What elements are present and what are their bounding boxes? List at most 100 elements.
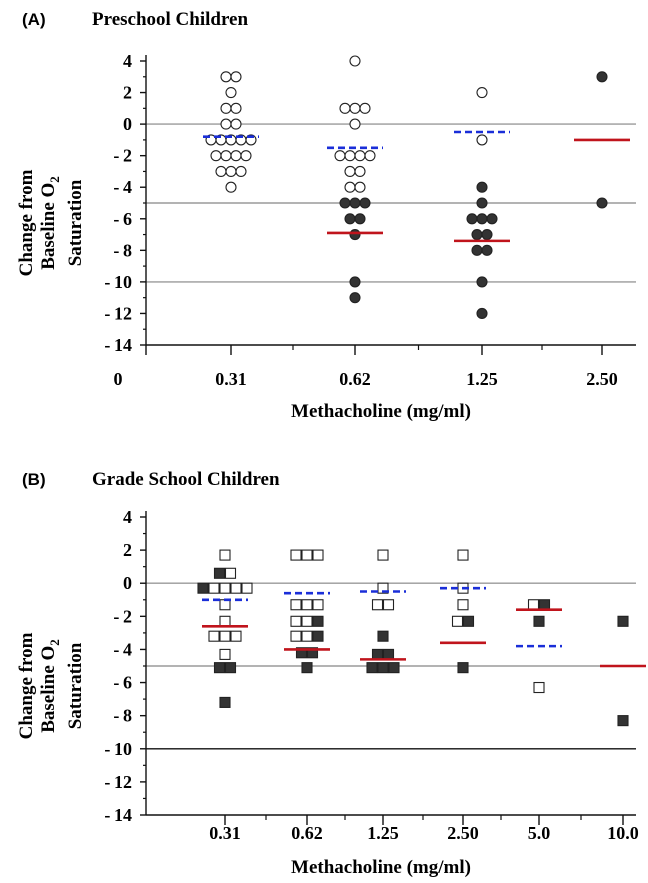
x-tick-label: 0.62 [339, 369, 371, 389]
x-tick-label: 5.0 [528, 823, 551, 843]
data-point [301, 630, 313, 642]
data-point [334, 150, 346, 162]
y-axis-title-line: Saturation [65, 179, 86, 266]
data-point [476, 307, 488, 319]
data-point [224, 567, 237, 579]
y-tick-label: 2 [123, 83, 132, 103]
panel-label: (B) [22, 470, 46, 489]
data-point [476, 134, 488, 146]
data-point [481, 229, 493, 241]
y-tick-label: - 12 [104, 303, 132, 323]
data-point [486, 213, 498, 225]
data-point [377, 662, 389, 674]
data-point [364, 150, 376, 162]
panel-b: (B) Grade School Children 4 2 0 - 2 - 4 - 6 - 8 -… [16, 469, 646, 878]
y-tick-label: - 8 [113, 706, 132, 726]
x-axis-title: Methacholine (mg/ml) [291, 401, 471, 422]
y-axis-title-line: Change from [16, 632, 37, 739]
data-point [466, 213, 478, 225]
data-point [476, 197, 488, 209]
data-point [312, 630, 324, 642]
data-point [476, 276, 488, 288]
data-point [377, 582, 389, 594]
data-point [476, 213, 488, 225]
data-point [359, 197, 371, 209]
data-point [339, 102, 351, 114]
data-point [349, 197, 361, 209]
y-axis-title-line: Baseline O [38, 183, 59, 270]
y-tick-label: 0 [123, 114, 132, 134]
data-point [596, 71, 608, 83]
data-point [241, 582, 253, 594]
data-point [225, 87, 237, 99]
data-point [301, 549, 313, 561]
data-point [219, 696, 231, 708]
x-tick-label: 2.50 [447, 823, 479, 843]
data-point [290, 630, 302, 642]
panel-label: (A) [22, 10, 46, 29]
data-point [462, 615, 475, 627]
data-point [220, 118, 232, 130]
data-point [312, 599, 324, 611]
data-point [230, 71, 242, 83]
data-point [240, 150, 252, 162]
data-point [220, 150, 232, 162]
data-point [312, 615, 324, 627]
y-axis-title-line: Change from [16, 169, 37, 276]
x-tick-label: 0.31 [209, 823, 241, 843]
data-point [215, 165, 227, 177]
y-tick-label: - 2 [113, 146, 132, 166]
data-point [230, 150, 242, 162]
y-tick-label: - 14 [104, 335, 132, 355]
y-tick-label: - 6 [113, 209, 132, 229]
data-point [596, 197, 608, 209]
data-point [344, 150, 356, 162]
data-point [219, 549, 231, 561]
data-point [290, 599, 302, 611]
data-point [349, 229, 361, 241]
data-point [354, 213, 366, 225]
data-point [344, 213, 356, 225]
data-point [382, 599, 395, 611]
data-point [339, 197, 351, 209]
data-point [197, 582, 209, 594]
data-point [290, 615, 302, 627]
data-point [230, 630, 242, 642]
data-point [354, 165, 366, 177]
data-point [225, 165, 237, 177]
data-point [476, 87, 488, 99]
panel-title: Grade School Children [92, 469, 280, 490]
data-point [349, 118, 361, 130]
data-point [219, 615, 231, 627]
y-tick-label: - 4 [113, 177, 132, 197]
data-point [377, 630, 389, 642]
data-point [344, 181, 356, 193]
data-point [382, 648, 395, 660]
x-tick-label: 1.25 [367, 823, 399, 843]
data-point [457, 549, 469, 561]
data-point [349, 276, 361, 288]
y-tick-label: 4 [123, 51, 132, 71]
data-point [481, 244, 493, 256]
data-point [213, 662, 226, 674]
data-point [476, 181, 488, 193]
x-tick-label: 0.62 [291, 823, 323, 843]
data-point [377, 549, 389, 561]
y-tick-label: - 8 [113, 240, 132, 260]
x-tick-label: 10.0 [607, 823, 639, 843]
y-axis-title: Change fromBaseline O2Saturation [16, 632, 86, 739]
x-tick-label: 2.50 [586, 369, 618, 389]
data-point [230, 118, 242, 130]
data-point [230, 582, 242, 594]
data-point [312, 549, 324, 561]
data-point [220, 102, 232, 114]
data-point [219, 599, 231, 611]
panel-a: (A) Preschool Children 4 2 0 - 2 - 4 - 6 - 8 - 10… [16, 9, 636, 422]
data-point [306, 647, 319, 659]
x-axis-title: Methacholine (mg/ml) [291, 857, 471, 878]
data-point [349, 292, 361, 304]
panel-title: Preschool Children [92, 9, 248, 30]
data-point [235, 165, 247, 177]
data-point [224, 662, 237, 674]
data-point [208, 630, 220, 642]
